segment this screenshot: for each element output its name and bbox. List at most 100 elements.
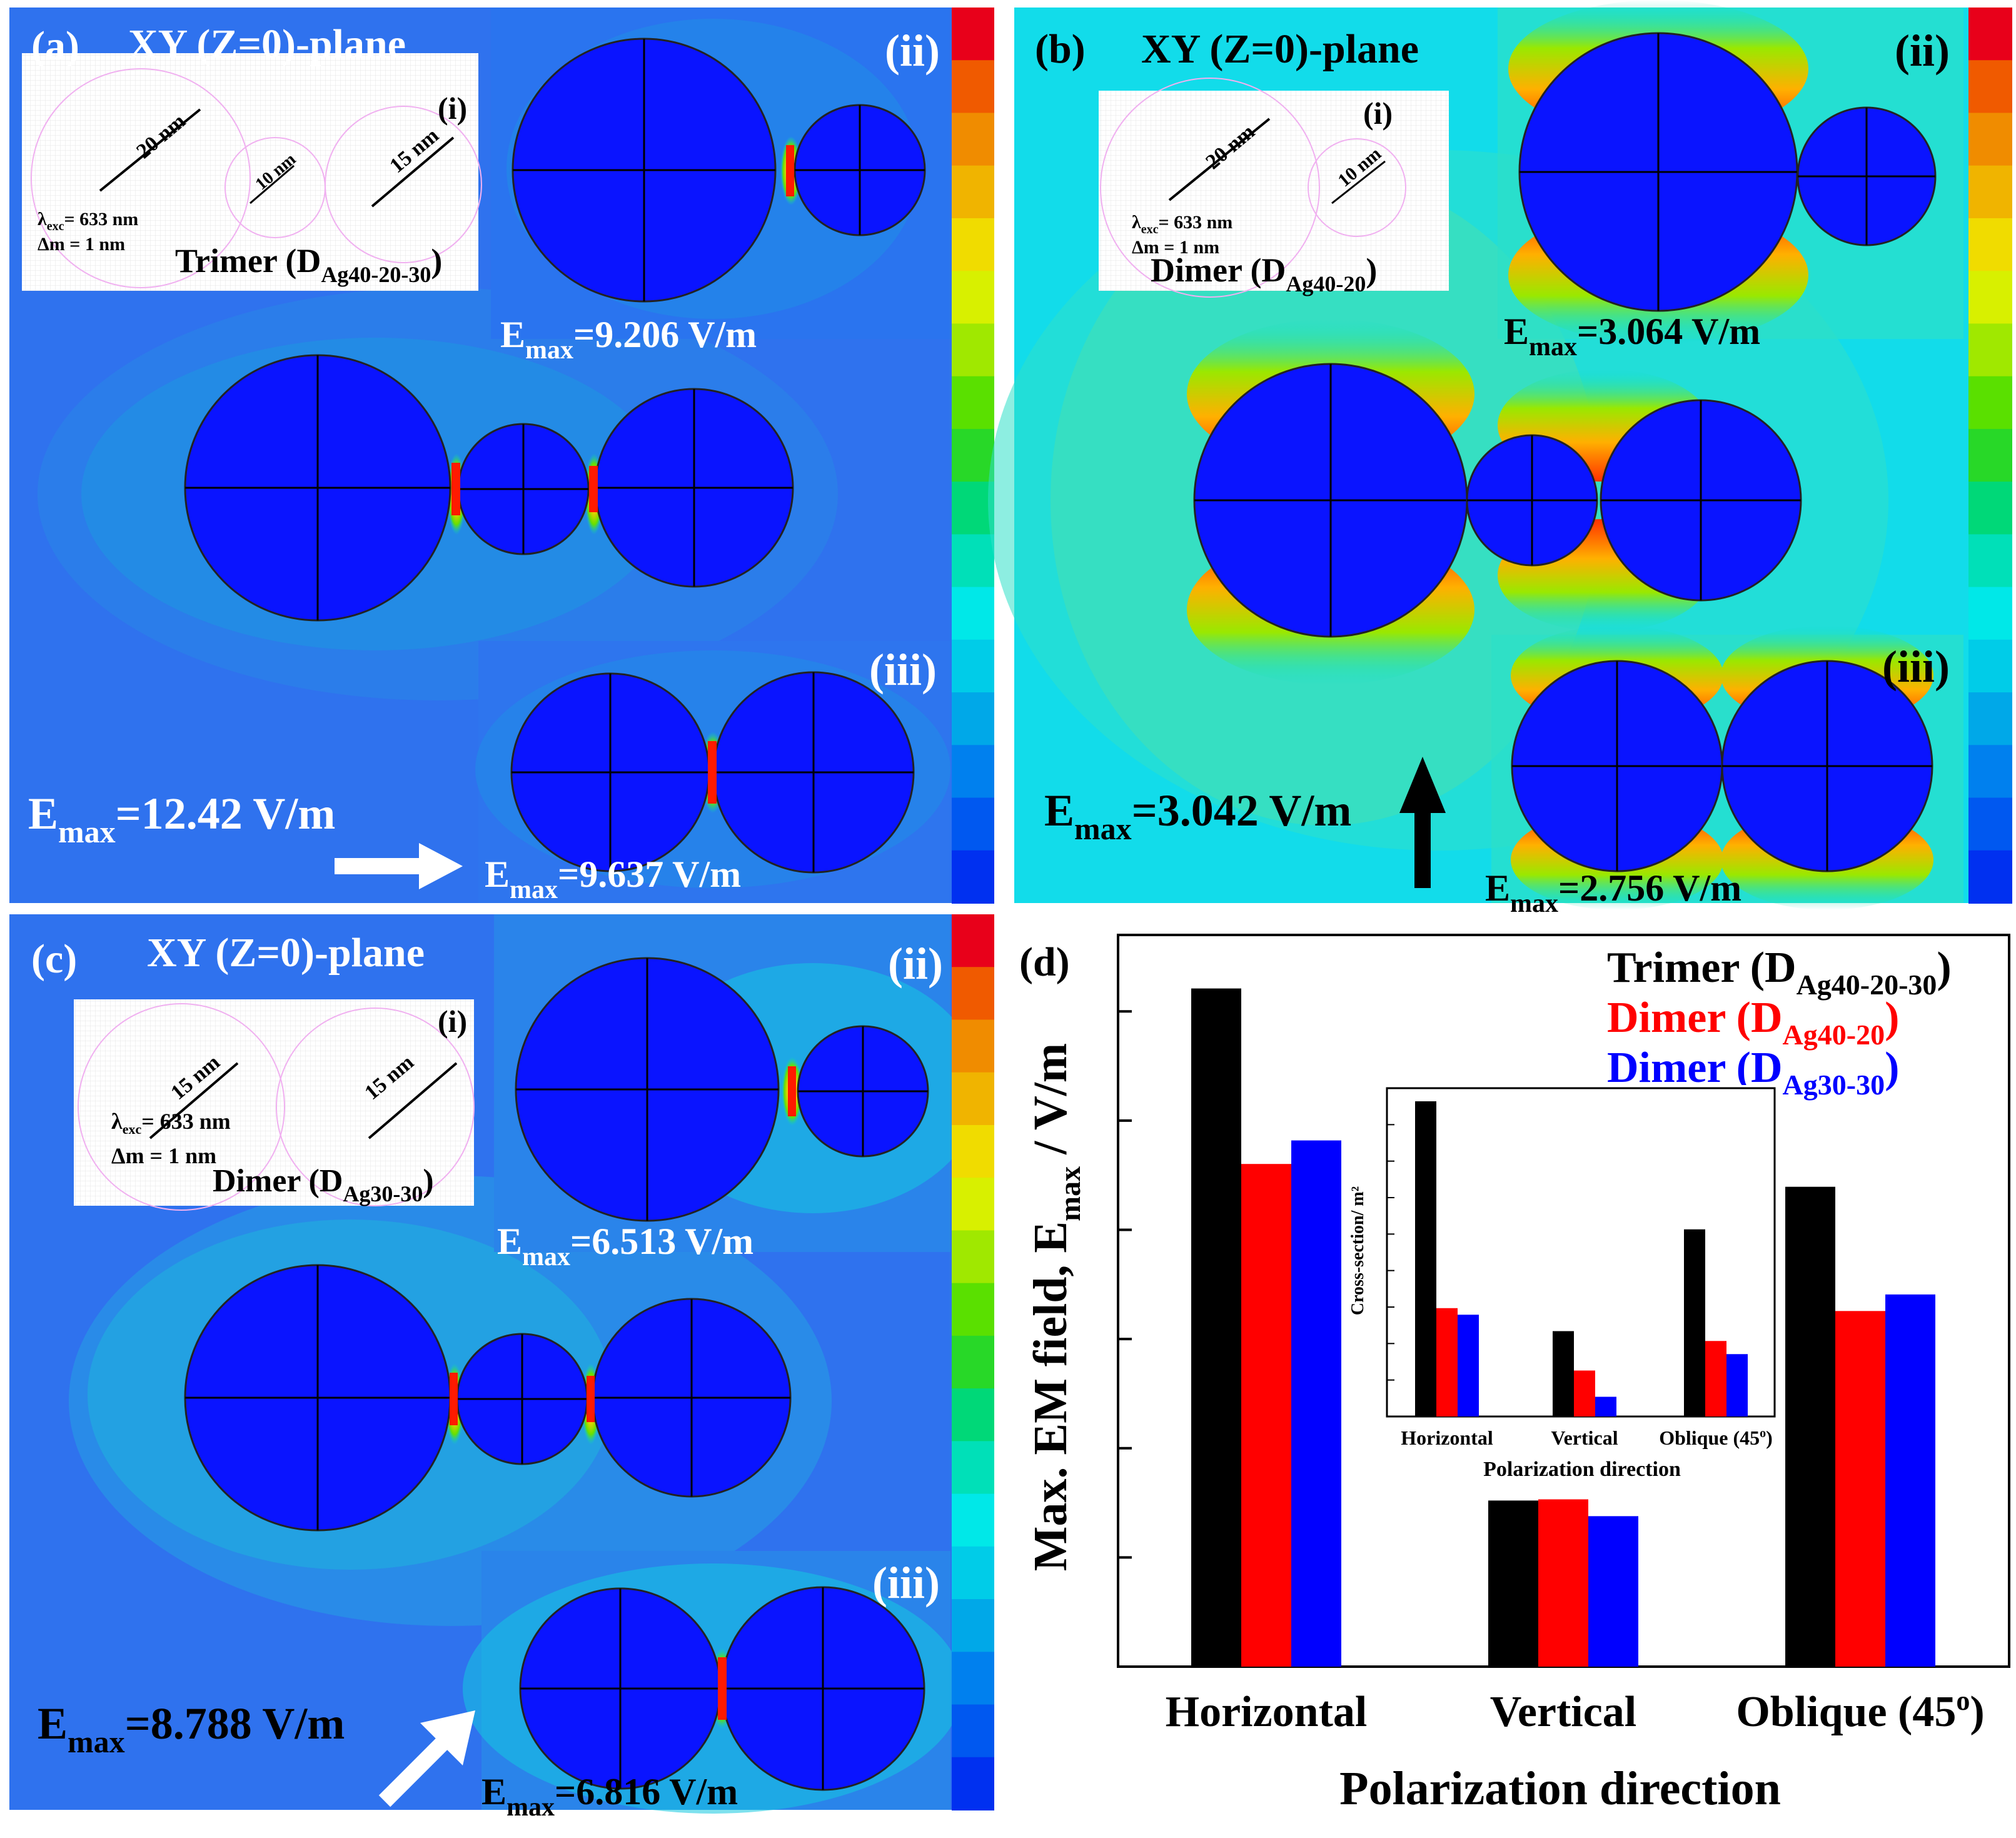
inset-x-tick-label-horizontal: Horizontal xyxy=(1401,1426,1493,1449)
dimer-structure-c-iii xyxy=(519,1586,925,1791)
colorbar-swatch xyxy=(952,587,994,640)
inset-bar-1-1 xyxy=(1574,1370,1595,1416)
inset-bar-2-0 xyxy=(1684,1229,1705,1416)
legend-entry-dimer-30-30: Dimer (DAg30-30) xyxy=(1607,1044,1899,1101)
dimer-structure-c-ii xyxy=(515,957,929,1222)
colorbar-swatch xyxy=(952,914,994,968)
colorbar-swatch xyxy=(952,1283,994,1336)
colorbar-swatch xyxy=(1968,8,2012,61)
chart-y-ticks xyxy=(1118,1010,1132,1559)
inset-c-label: (i) xyxy=(438,1004,467,1039)
colorbar-swatch xyxy=(1968,218,2012,272)
panel-c-ii-label: (ii) xyxy=(888,939,943,989)
panel-c-iii-emax: Emax=6.816 V/m xyxy=(481,1771,738,1822)
bar-1-0 xyxy=(1488,1500,1538,1667)
inset-bar-1-0 xyxy=(1553,1331,1574,1416)
panel-b-ii-label: (ii) xyxy=(1895,26,1950,76)
colorbar-c xyxy=(952,914,994,1810)
colorbar-swatch xyxy=(1968,850,2012,904)
inset-b-structure: Dimer (DAg40-20) xyxy=(1151,251,1377,296)
colorbar-swatch xyxy=(952,482,994,535)
inset-a-label: (i) xyxy=(438,91,467,126)
colorbar-swatch xyxy=(952,1019,994,1073)
dimer-structure-a-iii xyxy=(510,671,915,874)
colorbar-swatch xyxy=(952,165,994,219)
bar-0-1 xyxy=(1241,1164,1291,1667)
colorbar-swatch xyxy=(952,1072,994,1126)
colorbar-swatch xyxy=(952,1335,994,1390)
colorbar-swatch xyxy=(952,745,994,799)
panel-a-iii-label: (iii) xyxy=(869,645,937,695)
inset-a-lambda: λexc= 633 nm xyxy=(38,209,138,233)
inset-chart-bars xyxy=(1415,1101,1748,1416)
legend-entry-trimer: Trimer (DAg40-20-30) xyxy=(1607,944,1952,1001)
inset-c-i: 15 nm 15 nm (i) λexc= 633 nm Δm = 1 nm D… xyxy=(74,999,475,1211)
inset-b-label: (i) xyxy=(1363,96,1393,131)
trimer-structure-a xyxy=(184,354,794,622)
bar-1-2 xyxy=(1588,1516,1638,1667)
chart-legend: Trimer (DAg40-20-30) Dimer (DAg40-20) Di… xyxy=(1607,944,1952,1101)
panel-a-ii-emax: Emax=9.206 V/m xyxy=(500,314,757,365)
colorbar-swatch xyxy=(1968,639,2012,694)
trimer-structure-b xyxy=(1193,363,1802,638)
colorbar-swatch xyxy=(952,1546,994,1600)
panel-b: 20 nm 10 nm (i) λexc= 633 nm Δm = 1 nm D… xyxy=(988,0,2012,918)
colorbar-swatch xyxy=(952,534,994,588)
panel-b-iii-emax: Emax=2.756 V/m xyxy=(1485,867,1741,918)
inset-c-lambda: λexc= 633 nm xyxy=(111,1109,231,1137)
inset-chart-y-axis-label: Cross-section/ m² xyxy=(1348,1186,1368,1315)
panel-a-label: (a) xyxy=(31,23,79,69)
bar-0-2 xyxy=(1291,1140,1341,1667)
colorbar-swatch xyxy=(1968,113,2012,166)
inset-a-delta: Δm = 1 nm xyxy=(38,234,125,255)
chart-bars xyxy=(1191,988,1935,1667)
inset-bar-2-2 xyxy=(1726,1354,1748,1416)
bar-0-0 xyxy=(1191,988,1241,1667)
colorbar-a xyxy=(952,8,994,904)
colorbar-swatch xyxy=(952,797,994,851)
panel-b-ii-emax: Emax=3.064 V/m xyxy=(1504,311,1760,361)
inset-b-i: 20 nm 10 nm (i) λexc= 633 nm Δm = 1 nm D… xyxy=(1099,78,1449,298)
inset-chart: Horizontal Vertical Oblique (45o) Polari… xyxy=(1348,1085,1779,1481)
colorbar-swatch xyxy=(1968,587,2012,640)
x-tick-label-horizontal: Horizontal xyxy=(1166,1688,1368,1736)
colorbar-swatch xyxy=(952,692,994,746)
inset-chart-y-ticks xyxy=(1387,1124,1394,1381)
colorbar-swatch xyxy=(952,323,994,377)
chart-y-axis-label: Max. EM field, Emax / V/m xyxy=(1024,1043,1087,1571)
colorbar-swatch xyxy=(952,113,994,166)
colorbar-swatch xyxy=(1968,60,2012,114)
colorbar-swatch xyxy=(1968,376,2012,430)
legend-entry-dimer-40-20: Dimer (DAg40-20) xyxy=(1607,994,1899,1051)
bar-2-1 xyxy=(1835,1311,1885,1667)
colorbar-swatch xyxy=(1968,745,2012,799)
panel-c-plane: XY (Z=0)-plane xyxy=(147,930,425,976)
colorbar-swatch xyxy=(1968,271,2012,325)
colorbar-swatch xyxy=(1968,534,2012,588)
colorbar-swatch xyxy=(952,1493,994,1547)
colorbar-swatch xyxy=(952,376,994,430)
colorbar-swatch xyxy=(952,1124,994,1179)
inset-a-structure: Trimer (DAg40-20-30) xyxy=(175,242,442,287)
inset-bar-1-2 xyxy=(1595,1396,1616,1416)
x-tick-label-vertical: Vertical xyxy=(1490,1688,1637,1736)
inset-c-delta: Δm = 1 nm xyxy=(111,1143,216,1168)
panel-a-plane: XY (Z=0)-plane xyxy=(128,21,406,67)
panel-c: 15 nm 15 nm (i) λexc= 633 nm Δm = 1 nm D… xyxy=(9,914,994,1822)
inset-b-delta: Δm = 1 nm xyxy=(1132,237,1219,258)
inset-a-i: 20 nm 10 nm 15 nm (i) λexc= 633 nm Δm = … xyxy=(22,53,482,291)
colorbar-swatch xyxy=(952,218,994,272)
colorbar-swatch xyxy=(952,1388,994,1442)
panel-a-emax: Emax=12.42 V/m xyxy=(28,789,335,849)
panel-a-iii-emax: Emax=9.637 V/m xyxy=(485,854,741,904)
polarization-arrow-a xyxy=(335,843,463,889)
colorbar-swatch xyxy=(952,271,994,325)
dimer-structure-b-ii xyxy=(1518,32,1937,312)
colorbar-swatch xyxy=(952,1704,994,1758)
dimer-structure-b-iii xyxy=(1511,660,1933,872)
colorbar-swatch xyxy=(952,428,994,483)
panel-b-plane: XY (Z=0)-plane xyxy=(1141,26,1419,72)
colorbar-swatch xyxy=(952,1652,994,1705)
polarization-arrow-b xyxy=(1399,757,1446,888)
panel-c-ii-emax: Emax=6.513 V/m xyxy=(497,1221,753,1271)
